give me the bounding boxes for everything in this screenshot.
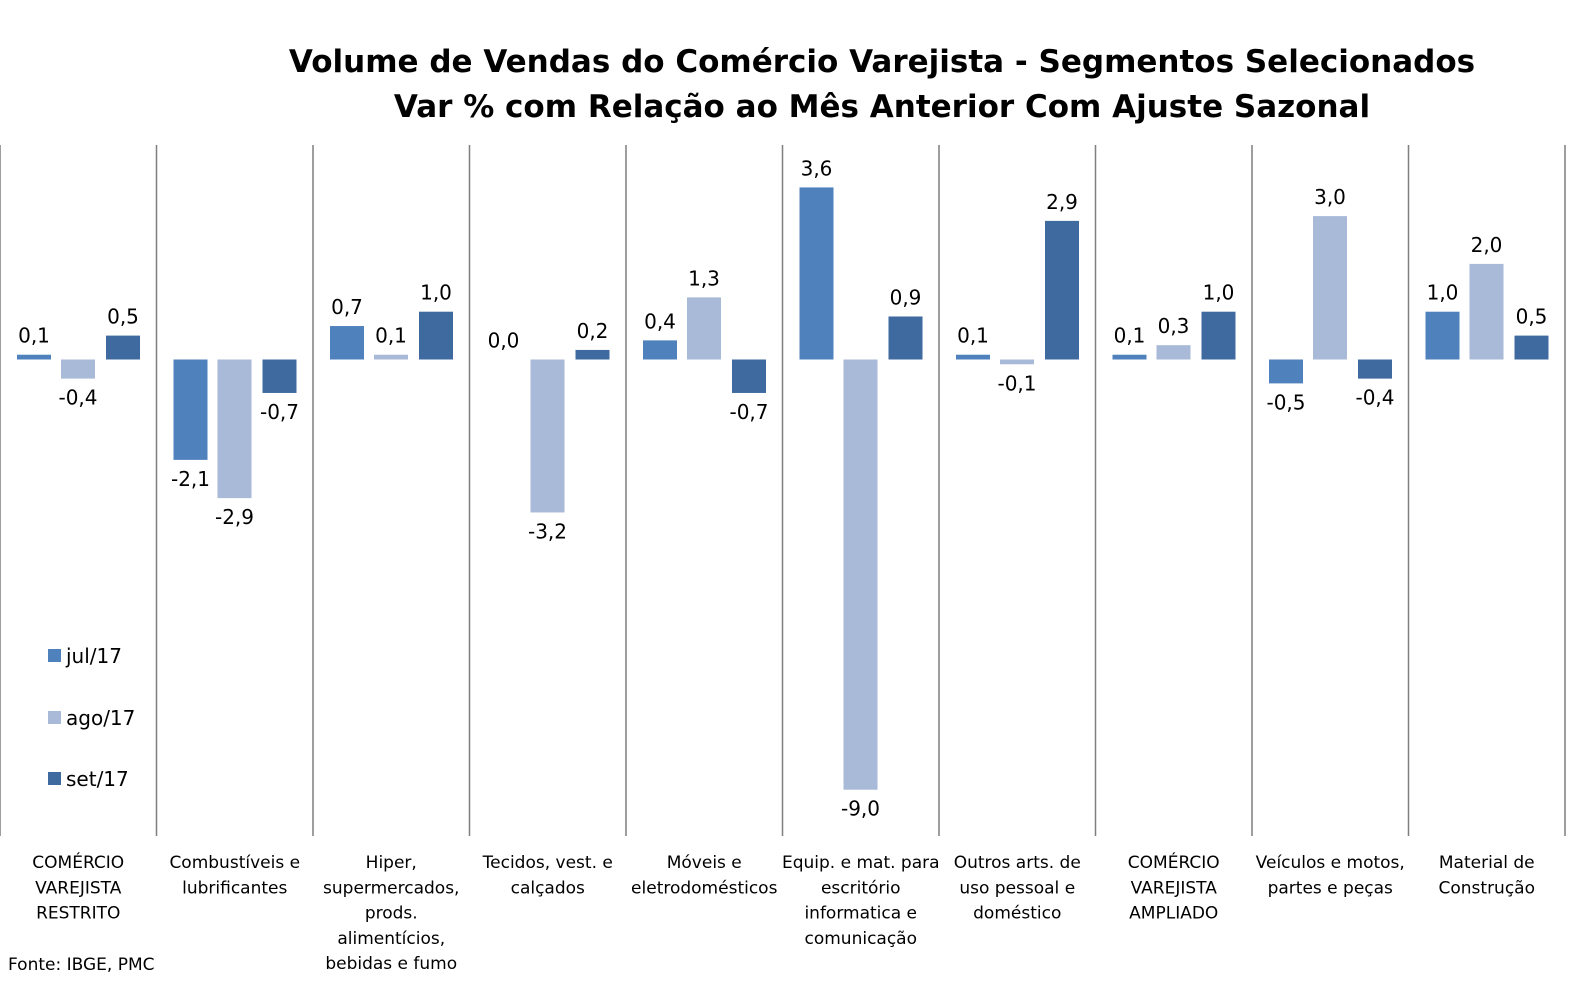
legend-label: jul/17 [65, 644, 122, 668]
data-label: 2,9 [1046, 190, 1078, 214]
data-label: -9,0 [841, 797, 880, 821]
chart-title-line-1: Volume de Vendas do Comércio Varejista -… [289, 44, 1475, 80]
legend: jul/17 ago/17 set/17 [48, 644, 135, 791]
data-label: -0,4 [1355, 386, 1394, 410]
category-label: Outros arts. de uso pessoal e doméstico [954, 853, 1081, 924]
legend-swatch [48, 772, 61, 785]
bar-jul-17 [17, 354, 51, 360]
data-label: 0,1 [18, 324, 50, 348]
legend-swatch [48, 649, 61, 662]
legend-label: ago/17 [66, 706, 135, 730]
bar-set-17 [262, 359, 297, 393]
bar-jul-17 [1269, 359, 1303, 384]
bar-ago-17 [374, 354, 408, 360]
data-label: 3,6 [801, 156, 833, 180]
bar-set-17 [106, 335, 140, 360]
bar-jul-17 [173, 359, 208, 460]
bar-set-17 [888, 316, 923, 360]
bar-set-17 [1358, 359, 1392, 379]
bar-ago-17 [687, 297, 721, 360]
data-label: 0,0 [488, 329, 520, 353]
category-label: Veículos e motos, partes e peças [1256, 853, 1405, 898]
bar-jul-17 [1425, 311, 1460, 360]
data-label: -2,1 [171, 467, 210, 491]
chart-title: Volume de Vendas do Comércio Varejista -… [289, 44, 1475, 125]
bar-jul-17 [643, 340, 677, 360]
data-label: -0,7 [260, 400, 299, 424]
chart-title-line-2: Var % com Relação ao Mês Anterior Com Aj… [394, 89, 1370, 125]
data-label: 2,0 [1471, 233, 1503, 257]
data-label: -0,7 [729, 400, 768, 424]
bar-set-17 [1201, 311, 1236, 360]
data-label: -0,5 [1266, 390, 1305, 414]
data-label: -2,9 [215, 505, 254, 529]
data-label: 1,0 [420, 281, 452, 305]
data-label: 0,2 [577, 319, 609, 343]
category-label: Material de Construção [1439, 853, 1536, 898]
category-label: Combustíveis e lubrificantes [169, 853, 300, 898]
data-label: 0,1 [957, 324, 989, 348]
category-label: COMÉRCIO VAREJISTA RESTRITO [32, 851, 124, 924]
data-label: 0,9 [890, 285, 922, 309]
data-label: 0,5 [1516, 305, 1548, 329]
data-label: 0,3 [1158, 314, 1190, 338]
bar-jul-17 [1112, 354, 1147, 360]
bar-ago-17 [1000, 359, 1034, 365]
bar-ago-17 [217, 359, 252, 499]
data-label: 0,5 [107, 305, 139, 329]
bar-ago-17 [61, 359, 95, 379]
bars [17, 187, 1549, 790]
data-label: 1,0 [1427, 281, 1459, 305]
legend-label: set/17 [66, 767, 129, 791]
bar-ago-17 [1469, 263, 1504, 360]
data-label: 3,0 [1314, 185, 1346, 209]
bar-ago-17 [1313, 216, 1347, 360]
category-label: COMÉRCIO VAREJISTA AMPLIADO [1128, 851, 1220, 924]
bar-jul-17 [799, 187, 834, 360]
category-label: Hiper, supermercados, prods. alimentícios, b… [323, 853, 459, 974]
bar-jul-17 [330, 326, 364, 360]
data-label: 0,1 [375, 324, 407, 348]
data-label: 0,1 [1114, 324, 1146, 348]
data-label: -0,4 [58, 386, 97, 410]
data-label: 0,4 [644, 309, 676, 333]
data-label: -3,2 [528, 519, 567, 543]
bar-ago-17 [1156, 345, 1191, 360]
legend-swatch [48, 711, 61, 724]
source-note: Fonte: IBGE, PMC [8, 955, 155, 975]
data-label: 1,3 [688, 266, 720, 290]
bar-set-17 [575, 349, 610, 360]
bar-set-17 [732, 359, 766, 393]
category-label: Equip. e mat. para escritório informatica … [782, 853, 940, 949]
data-label: -0,1 [997, 371, 1036, 395]
bar-set-17 [419, 311, 453, 360]
bar-set-17 [1514, 335, 1549, 360]
category-label: Móveis e eletrodomésticos [631, 853, 778, 898]
data-labels: 0,1 -2,1 0,7 0,0 0,4 3,6 0,1 0,1 -0,5 1,0 -0,4 -2,9… [18, 156, 1547, 820]
bar-ago-17 [843, 359, 878, 790]
category-separators [0, 145, 1566, 836]
category-label: Tecidos, vest. e calçados [482, 853, 613, 898]
data-label: 1,0 [1203, 281, 1235, 305]
bar-ago-17 [530, 359, 565, 513]
bar-jul-17 [956, 354, 990, 360]
bar-set-17 [1045, 220, 1079, 360]
data-label: 0,7 [331, 295, 363, 319]
